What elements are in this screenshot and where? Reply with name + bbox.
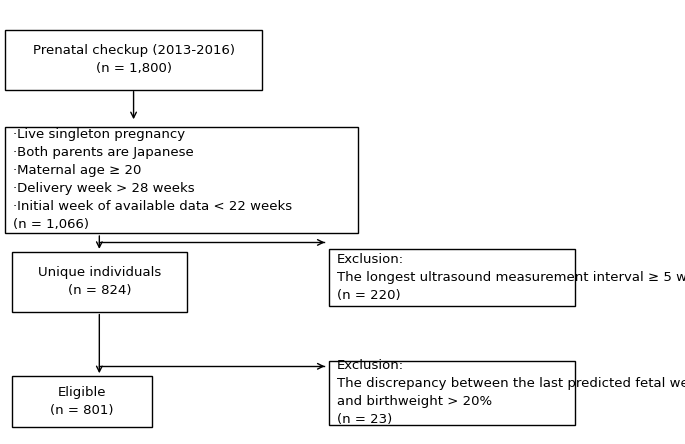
Text: Eligible
(n = 801): Eligible (n = 801) xyxy=(51,386,114,417)
Bar xyxy=(12,252,186,312)
Bar xyxy=(12,377,152,427)
Text: Exclusion:
The longest ultrasound measurement interval ≥ 5 weeks
(n = 220): Exclusion: The longest ultrasound measur… xyxy=(337,253,685,302)
Bar xyxy=(329,361,575,425)
Text: Prenatal checkup (2013-2016)
(n = 1,800): Prenatal checkup (2013-2016) (n = 1,800) xyxy=(33,44,234,75)
Text: Exclusion:
The discrepancy between the last predicted fetal weight
and birthweig: Exclusion: The discrepancy between the l… xyxy=(337,360,685,426)
Text: Unique individuals
(n = 824): Unique individuals (n = 824) xyxy=(38,266,161,297)
Bar xyxy=(5,30,262,90)
Bar xyxy=(329,249,575,306)
Bar xyxy=(5,127,358,233)
Text: ·Live singleton pregnancy
·Both parents are Japanese
·Maternal age ≥ 20
·Deliver: ·Live singleton pregnancy ·Both parents … xyxy=(14,128,292,231)
